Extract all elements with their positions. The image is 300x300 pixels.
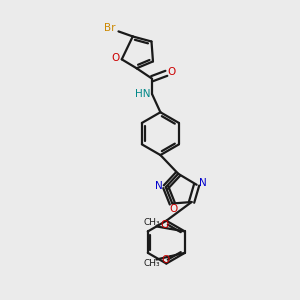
Text: O: O bbox=[169, 204, 177, 214]
Text: O: O bbox=[161, 220, 169, 230]
Text: N: N bbox=[155, 181, 163, 191]
Text: N: N bbox=[199, 178, 207, 188]
Text: CH₃: CH₃ bbox=[144, 259, 160, 268]
Text: O: O bbox=[161, 255, 169, 265]
Text: CH₃: CH₃ bbox=[143, 218, 160, 227]
Text: HN: HN bbox=[134, 89, 150, 99]
Text: O: O bbox=[112, 53, 120, 63]
Text: O: O bbox=[167, 67, 175, 77]
Text: Br: Br bbox=[104, 23, 115, 33]
